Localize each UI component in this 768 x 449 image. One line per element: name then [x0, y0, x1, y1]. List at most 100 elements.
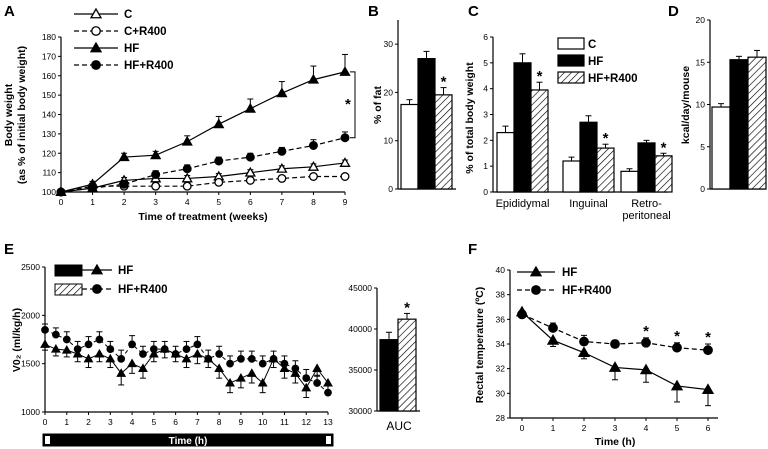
- e-legend-marker: [92, 284, 102, 294]
- c-legend-label: HF: [588, 56, 603, 68]
- e-data-point: [52, 330, 60, 339]
- f-data-point: [701, 383, 715, 395]
- e-y-tick-label: 2000: [21, 310, 40, 320]
- c-category-label: Epididymal: [496, 198, 550, 210]
- e-data-point: [182, 345, 191, 354]
- c-y-tick-label: 1: [483, 161, 488, 171]
- b-y-tick-label: 30: [384, 39, 394, 49]
- a-significance-star: *: [345, 96, 351, 113]
- a-data-point: [276, 162, 288, 173]
- a-data-point: [151, 170, 161, 180]
- e-x-tick-label: 6: [173, 417, 178, 427]
- e-data-point: [226, 359, 234, 368]
- a-data-point: [182, 181, 192, 191]
- a-legend-label: HF+R400: [124, 60, 174, 72]
- a-legend-marker: [89, 7, 103, 19]
- panel-d-chart: 0 5 10 15 20 kcal/day/mouse: [680, 15, 767, 194]
- a-data-point: [340, 172, 350, 181]
- e-data-point: [301, 382, 312, 392]
- a-x-tick-label: 3: [153, 197, 158, 207]
- a-x-tick-label: 4: [185, 197, 190, 207]
- e-x-tick-label: 2: [86, 417, 91, 427]
- f-x-tick-label: 5: [675, 423, 680, 433]
- a-data-point: [119, 179, 129, 189]
- f-significance-star: *: [705, 329, 711, 346]
- a-data-point: [339, 157, 351, 167]
- c-bar: [496, 131, 515, 193]
- e-auc-bar-0: [379, 339, 399, 412]
- f-data-point: [703, 345, 713, 356]
- e-data-point: [148, 348, 159, 358]
- c-y-tick-label: 6: [483, 32, 488, 42]
- a-legend-marker: [91, 26, 101, 36]
- c-category-label: Retro-: [631, 198, 662, 210]
- f-data-point: [579, 336, 589, 347]
- e-x-tick-label: 8: [217, 417, 222, 427]
- e-y-tick-label: 1500: [21, 359, 40, 369]
- a-data-point: [308, 141, 318, 150]
- a-data-point: [118, 151, 130, 162]
- panel-e-auc-chart: 30000 35000 40000 45000 * AUC: [348, 283, 420, 433]
- f-y-tick-label: 38: [496, 290, 506, 300]
- e-data-point: [127, 358, 137, 368]
- e-data-point: [83, 353, 94, 363]
- e-data-point: [214, 363, 225, 373]
- a-data-point: [307, 73, 320, 84]
- a-data-point: [244, 102, 256, 113]
- f-data-point: [639, 363, 653, 375]
- a-x-tick-label: 2: [122, 197, 127, 207]
- e-data-point: [73, 345, 82, 354]
- c-bar: [637, 142, 656, 193]
- panel-label-e: E: [4, 241, 14, 258]
- e-auc-y-tick-label: 35000: [348, 365, 372, 375]
- c-y-tick-label: 4: [483, 84, 488, 94]
- f-data-point: [672, 342, 682, 353]
- e-legend-marker: [90, 263, 104, 275]
- e-data-point: [105, 353, 116, 363]
- e-data-point: [324, 388, 332, 397]
- a-x-tick-label: 0: [59, 197, 64, 207]
- f-data-point: [670, 379, 684, 391]
- e-auc-y-tick-label: 40000: [348, 324, 372, 334]
- e-x-tick-label: 3: [108, 417, 113, 427]
- e-data-point: [139, 350, 147, 358]
- c-legend-swatch: [557, 37, 585, 50]
- a-y-tick-label: 120: [42, 148, 56, 158]
- c-legend-swatch: [557, 71, 585, 84]
- e-x-tick-label: 5: [151, 417, 156, 427]
- e-data-point: [62, 335, 71, 344]
- e-legend-label: HF: [118, 265, 133, 277]
- d-bar-1: [729, 59, 749, 190]
- f-x-tick-label: 0: [520, 423, 525, 433]
- c-category-label: Inguinal: [569, 198, 608, 210]
- a-series-line-1: [60, 175, 345, 193]
- e-data-point: [40, 339, 50, 348]
- panel-a-chart: 100 110 120 130 140 150 160 170 180 0 1 2 3 4 5 6 7 8 9 Bod…: [3, 7, 356, 223]
- f-y-tick-label: 28: [496, 413, 506, 423]
- e-data-point: [41, 325, 49, 334]
- e-legend-swatch: [54, 264, 83, 277]
- e-time-bar: [42, 433, 334, 447]
- e-data-point: [84, 340, 93, 349]
- e-data-point: [290, 368, 301, 377]
- d-y-tick-label: 10: [696, 100, 706, 110]
- e-x-tick-label: 4: [130, 417, 135, 427]
- e-data-point: [215, 350, 224, 358]
- c-bar: [562, 160, 581, 193]
- a-y-axis-label: Body weight: [3, 83, 15, 146]
- e-data-point: [128, 340, 136, 349]
- e-y-axis-label: V0₂ (ml/kg/h): [11, 308, 23, 372]
- e-x-tick-label: 1: [64, 417, 69, 427]
- e-data-point: [171, 350, 180, 358]
- c-y-tick-label: 0: [483, 187, 488, 197]
- f-data-point: [517, 309, 527, 320]
- e-data-point: [95, 335, 104, 344]
- a-data-point: [213, 118, 225, 129]
- f-y-tick-label: 34: [496, 339, 506, 349]
- panel-label-d: D: [668, 3, 679, 20]
- f-data-point: [610, 339, 620, 349]
- c-bar: [530, 89, 549, 193]
- e-data-point: [225, 377, 235, 387]
